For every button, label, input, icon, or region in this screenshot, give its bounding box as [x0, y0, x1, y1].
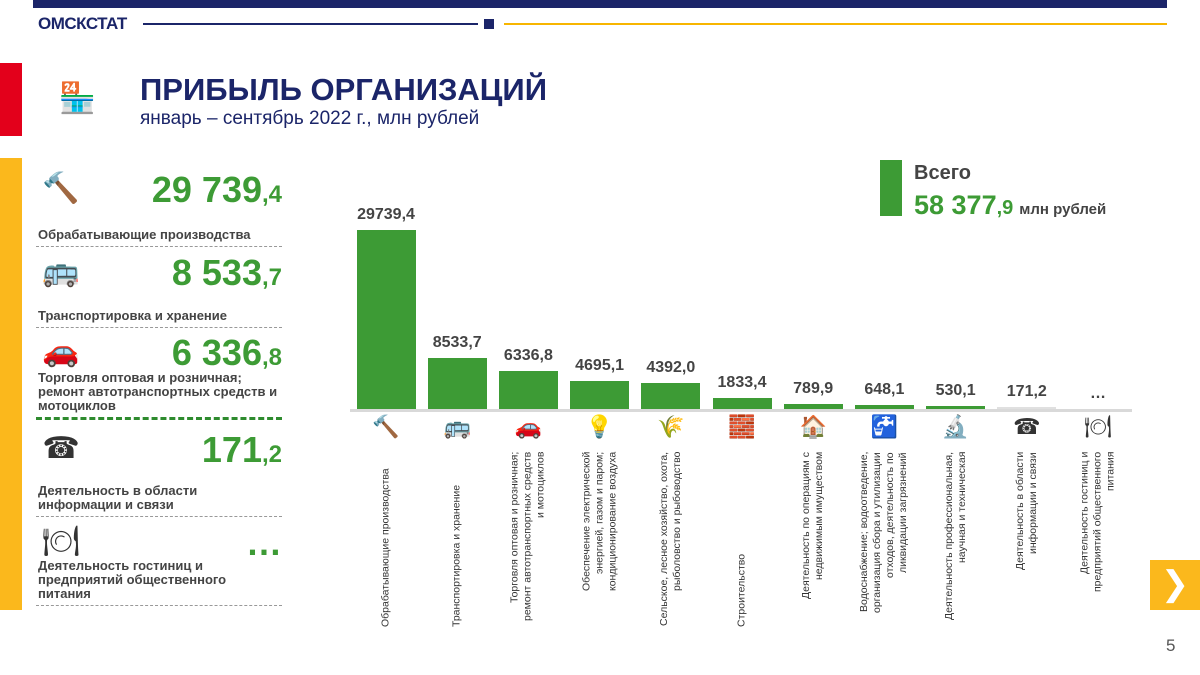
summary-value-dec: ,4: [261, 181, 282, 208]
shop-icon: 🏪: [58, 81, 97, 115]
summary-item: 🚗 6 336,8 Торговля оптовая и розничная; …: [36, 328, 282, 420]
summary-item: 🚌 8 533,7 Транспортировка и хранение: [36, 248, 282, 328]
data-label: 530,1: [935, 381, 976, 399]
bar: [783, 404, 843, 409]
summary-item: 🔨 29 739,4 Обрабатывающие производства: [36, 165, 282, 247]
house-icon: 🏠: [799, 414, 827, 439]
x-tick-label: Деятельность по операциям с недвижимым и…: [800, 452, 826, 599]
summary-value: 171,2: [202, 429, 282, 471]
bar: [997, 407, 1057, 409]
summary-value-dec: ,8: [261, 344, 282, 371]
total-marker: [880, 160, 902, 216]
summary-value-dec: ,2: [261, 441, 282, 468]
summary-item: ☎ 171,2 Деятельность в области информаци…: [36, 425, 282, 517]
panel-accent-bar: [0, 158, 22, 610]
bar: [854, 405, 914, 409]
hammer-gear-icon: 🔨: [372, 414, 400, 439]
page-number: 5: [1166, 636, 1176, 655]
phone-mail-icon: ☎: [1013, 414, 1041, 439]
bus-icon: 🚌: [42, 254, 80, 288]
page-subtitle: январь – сентябрь 2022 г., млн рублей: [140, 108, 480, 129]
summary-item: 🍽 … Деятельность гостиниц и предприятий …: [36, 518, 282, 606]
header-divider: [143, 23, 478, 25]
bar: [356, 230, 416, 409]
data-label: 4392,0: [646, 358, 696, 376]
data-label: …: [1090, 385, 1106, 402]
x-tick-label: Водоснабжение; водоотведение, организаци…: [858, 452, 910, 613]
phone-mail-icon: ☎: [42, 431, 80, 465]
header-square: [484, 19, 494, 29]
car-repair-icon: 🚗: [514, 414, 543, 439]
total-unit: млн рублей: [1019, 201, 1107, 218]
summary-value-int: 29 739: [151, 169, 262, 210]
data-label: 8533,7: [432, 333, 482, 351]
x-tick-label: Обрабатывающие производства: [379, 468, 392, 627]
energy-icon: 💡: [585, 414, 614, 439]
top-bar: [33, 0, 1167, 8]
car-repair-icon: 🚗: [42, 334, 80, 368]
food-icon: 🍽: [41, 524, 81, 558]
total-value-int: 58 377: [914, 190, 997, 220]
bar: [498, 370, 558, 409]
next-slide-button[interactable]: ❯: [1150, 560, 1200, 610]
summary-value: 29 739,4: [152, 169, 282, 211]
data-label: 4695,1: [575, 356, 625, 374]
x-tick-label: Торговля оптовая и розничная; ремонт авт…: [508, 452, 547, 622]
bar: [926, 405, 986, 409]
data-label: 6336,8: [503, 346, 553, 364]
bar: [427, 357, 487, 409]
bus-icon: 🚌: [443, 414, 471, 439]
water-pipe-icon: 🚰: [870, 414, 899, 439]
x-tick-label: Деятельность гостиниц и предприятий обще…: [1078, 452, 1117, 593]
x-tick-label: Обеспечение электрической энергией, газо…: [580, 452, 619, 592]
summary-value-int: 171: [201, 429, 262, 470]
construction-icon: 🧱: [728, 414, 756, 439]
data-label: 171,2: [1006, 383, 1047, 400]
summary-label: Обрабатывающие производства: [38, 227, 251, 242]
summary-label: Торговля оптовая и розничная; ремонт авт…: [38, 370, 278, 413]
chart-baseline: [350, 409, 1132, 412]
bar: [641, 382, 701, 409]
agriculture-icon: 🌾: [657, 414, 685, 439]
data-label: 1833,4: [717, 373, 767, 391]
summary-label: Транспортировка и хранение: [38, 308, 228, 323]
brand-logo: ОМСКСТАТ: [38, 14, 127, 33]
summary-value-int: 8 533: [171, 252, 262, 293]
total-label: Всего: [914, 162, 971, 184]
hammer-gear-icon: 🔨: [42, 171, 80, 205]
summary-value-int: …: [246, 522, 282, 563]
x-tick-label: Транспортировка и хранение: [450, 484, 463, 627]
x-tick-label: Деятельность в области информации и связ…: [1013, 452, 1039, 571]
page-title: ПРИБЫЛЬ ОРГАНИЗАЦИЙ: [140, 72, 547, 107]
bar: [712, 397, 772, 409]
summary-label: Деятельность в области информации и связ…: [38, 483, 198, 512]
x-tick-label: Деятельность профессиональная, научная и…: [942, 452, 968, 621]
total-value: 58 377,9 млн рублей: [914, 190, 1106, 221]
summary-value-dec: ,7: [261, 264, 282, 291]
data-label: 648,1: [864, 381, 905, 399]
bar: [570, 380, 630, 409]
data-label: 789,9: [793, 380, 834, 398]
food-icon: 🍽: [1084, 414, 1112, 439]
total-value-dec: ,9: [996, 197, 1014, 219]
summary-value: …: [246, 522, 282, 564]
title-accent-bar: [0, 63, 22, 136]
header-divider-accent: [504, 23, 1167, 25]
x-tick-label: Строительство: [735, 553, 748, 627]
summary-value: 8 533,7: [172, 252, 282, 294]
x-tick-label: Сельское, лесное хозяйство, охота, рыбол…: [657, 452, 683, 627]
summary-label: Деятельность гостиниц и предприятий обще…: [38, 558, 227, 601]
microscope-icon: 🔬: [941, 414, 970, 439]
summary-value-int: 6 336: [171, 332, 262, 373]
data-label: 29739,4: [357, 206, 415, 223]
chevron-right-icon: ❯: [1160, 565, 1190, 603]
summary-value: 6 336,8: [172, 332, 282, 374]
